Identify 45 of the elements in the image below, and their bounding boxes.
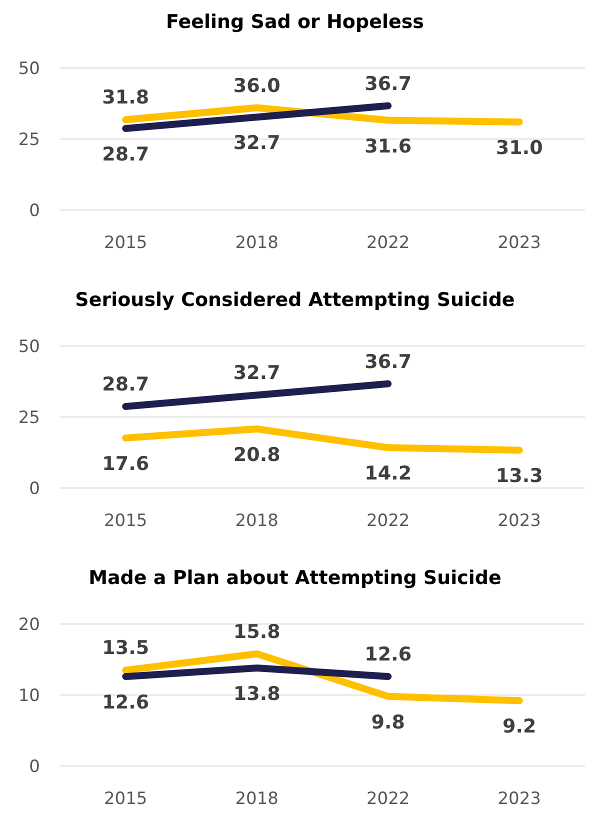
y-tick-label: 20 [18,614,40,635]
data-label: 28.7 [102,373,150,396]
data-label: 28.7 [102,143,150,166]
chart-title: Feeling Sad or Hopeless [166,11,424,33]
y-tick-label: 0 [29,478,40,499]
y-tick-label: 25 [18,408,40,428]
data-label: 32.7 [233,132,280,154]
data-label: 36.7 [364,72,412,95]
y-tick-label: 10 [18,686,40,706]
y-tick-label: 50 [18,336,40,357]
x-tick-label: 2023 [498,511,542,531]
data-label: 9.8 [371,711,405,734]
y-tick-label: 25 [18,130,40,150]
x-tick-label: 2015 [104,511,148,531]
x-tick-label: 2023 [498,233,542,253]
data-label: 20.8 [233,444,280,466]
x-tick-label: 2022 [366,789,410,809]
data-label: 31.8 [102,86,150,109]
data-label: 14.2 [364,462,412,485]
x-tick-label: 2022 [366,233,410,253]
x-tick-label: 2015 [104,233,148,253]
data-label: 36.0 [233,74,280,97]
x-tick-label: 2015 [104,789,148,809]
data-label: 12.6 [364,644,412,666]
y-tick-label: 0 [29,200,40,221]
data-label: 15.8 [233,620,280,643]
x-tick-label: 2018 [235,789,279,809]
data-label: 9.2 [502,716,536,738]
data-label: 32.7 [233,362,280,384]
x-tick-label: 2018 [235,511,279,531]
data-label: 12.6 [102,692,150,714]
chart-title: Made a Plan about Attempting Suicide [88,567,502,589]
x-tick-label: 2023 [498,789,542,809]
data-label: 31.6 [364,135,412,158]
data-label: 13.3 [496,465,543,488]
data-label: 13.8 [233,683,280,706]
y-tick-label: 50 [18,58,40,79]
x-tick-label: 2022 [366,511,410,531]
data-label: 31.0 [496,136,543,159]
data-label: 13.5 [102,637,150,660]
y-tick-label: 0 [29,756,40,777]
data-label: 17.6 [102,453,150,476]
x-tick-label: 2018 [235,233,279,253]
data-label: 36.7 [364,350,412,373]
chart-title: Seriously Considered Attempting Suicide [75,289,515,311]
